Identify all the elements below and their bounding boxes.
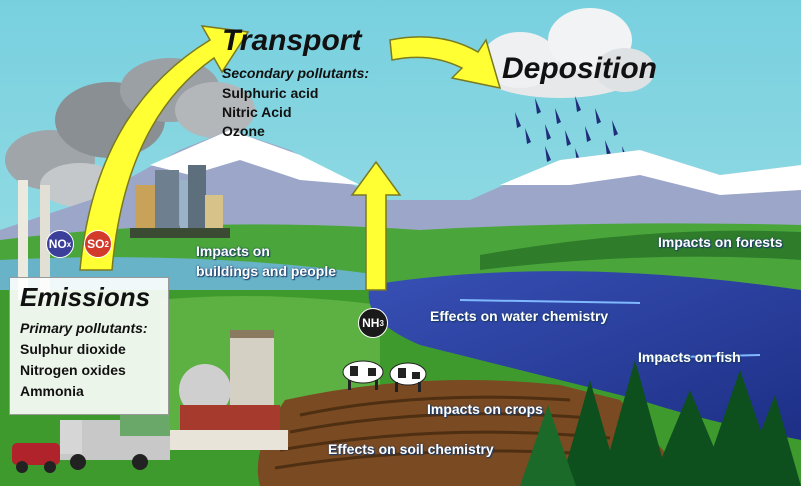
deposition-arrow [389,36,502,89]
car [12,443,60,473]
impact-buildings-line2: buildings and people [196,263,336,279]
impact-water-chemistry: Effects on water chemistry [430,308,609,324]
emissions-subtitle: Primary pollutants: [20,320,148,336]
emissions-panel: Emissions Primary pollutants: Sulphur di… [9,277,169,415]
transport-item-nitric-acid: Nitric Acid [222,104,292,120]
impact-soil-chemistry: Effects on soil chemistry [328,441,494,457]
impact-crops: Impacts on crops [427,401,543,417]
truck [60,414,170,470]
chimneys [18,180,50,300]
power-plant [168,330,288,450]
emissions-item-ammonia: Ammonia [20,383,84,399]
cows [342,360,427,392]
furrows [274,395,641,470]
so2-badge-sub: 2 [104,239,109,249]
impact-forests: Impacts on forests [658,234,783,250]
so2-badge-main: SO [87,237,105,251]
city-buildings [130,165,230,238]
acid-rain-drops [515,96,628,164]
transport-title: Transport [222,24,362,57]
nh3-badge-sub: 3 [379,318,384,328]
rain-cloud [480,8,655,98]
deposition-title: Deposition [502,52,657,85]
nox-badge-sub: x [66,239,72,249]
nh3-badge-main: NH [362,316,380,330]
emissions-item-sulphur-dioxide: Sulphur dioxide [20,341,126,357]
water-current-lines [459,299,761,359]
emissions-item-nitrogen-oxides: Nitrogen oxides [20,362,126,378]
impact-fish: Impacts on fish [638,349,741,365]
nox-badge: NO x [46,230,74,258]
so2-badge: SO 2 [84,230,112,258]
transport-subtitle: Secondary pollutants: [222,65,370,81]
forest-strip [480,230,801,270]
ammonia-arrow [350,160,402,291]
impact-buildings-line1: Impacts on [196,243,270,259]
nh3-badge: NH 3 [358,308,388,338]
transport-item-ozone: Ozone [222,123,265,139]
emissions-title: Emissions [20,282,151,312]
transport-item-sulphuric-acid: Sulphuric acid [222,85,319,101]
conifer-forest [520,360,801,486]
nox-badge-main: NO [48,237,67,251]
